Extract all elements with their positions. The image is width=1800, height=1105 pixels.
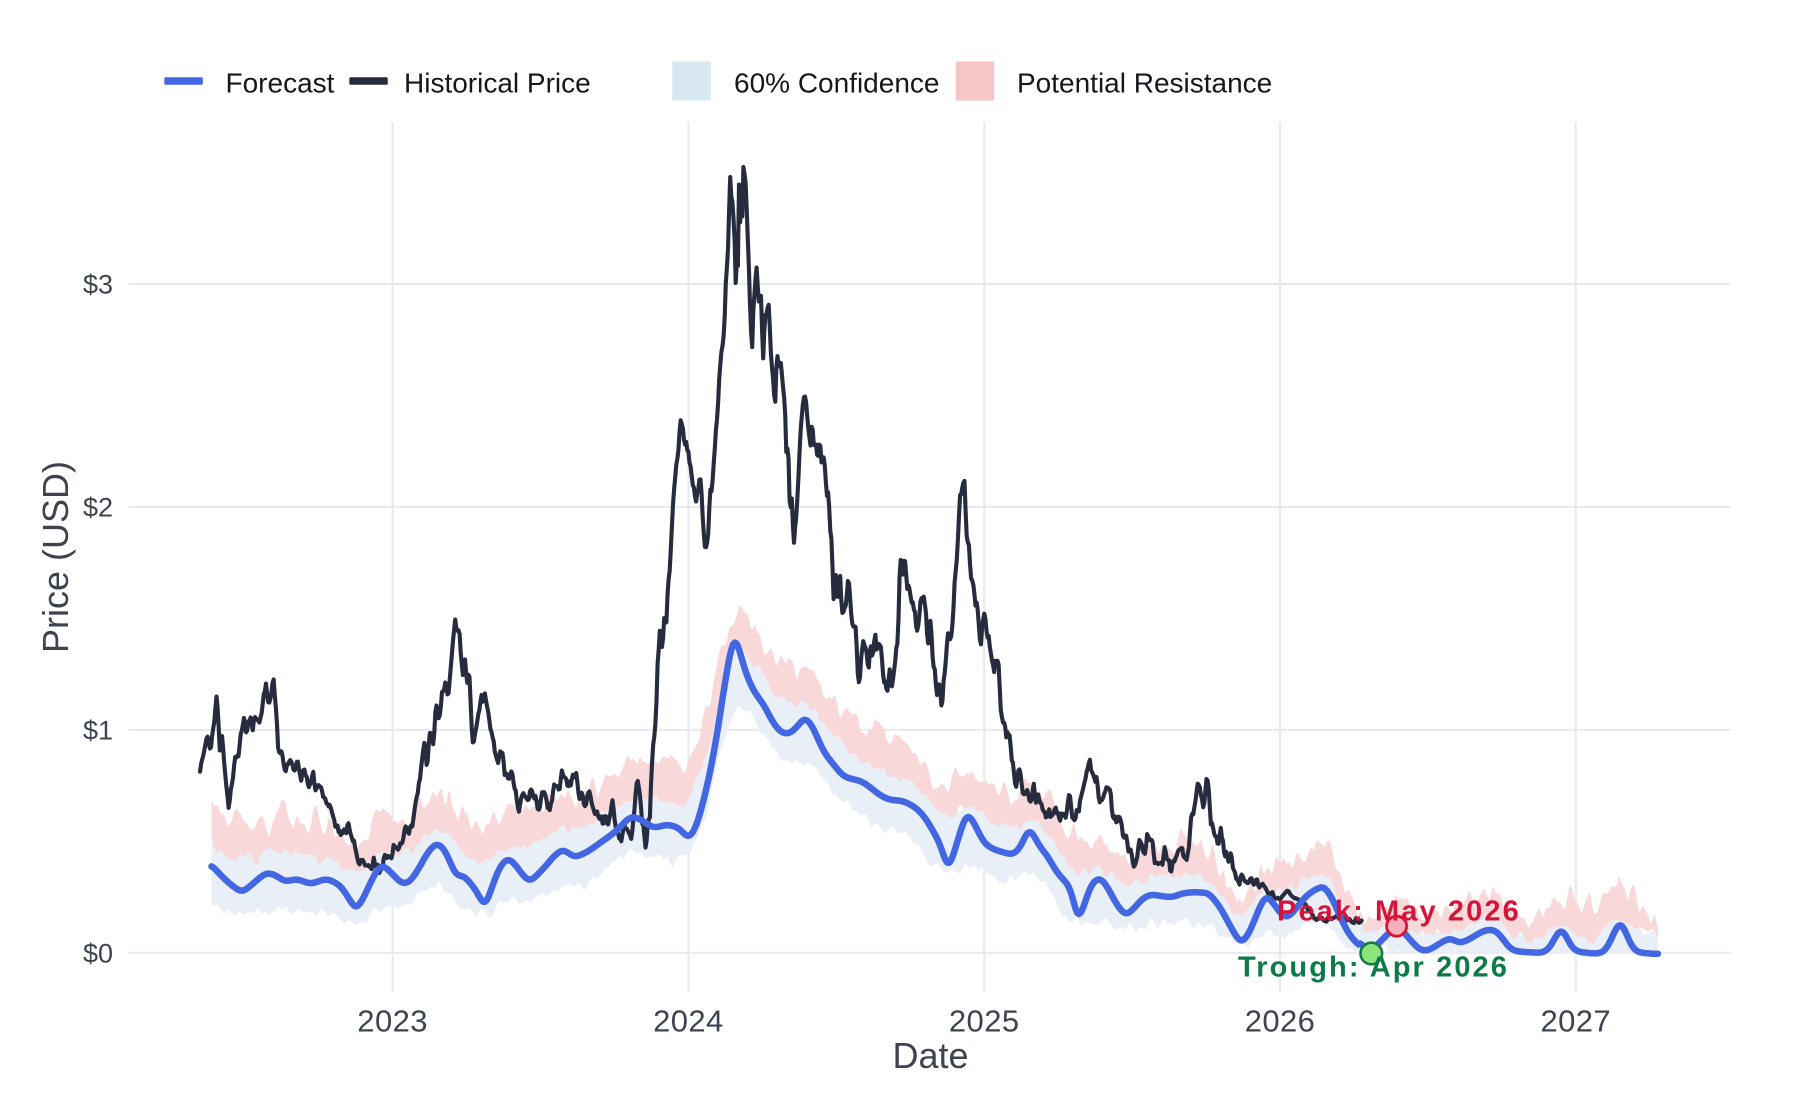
svg-text:Forecast: Forecast [226, 68, 335, 99]
svg-text:Price (USD): Price (USD) [35, 461, 76, 653]
svg-text:$2: $2 [83, 492, 113, 522]
svg-text:60% Confidence: 60% Confidence [734, 68, 939, 99]
svg-text:Date: Date [892, 1035, 968, 1076]
svg-text:2025: 2025 [949, 1004, 1020, 1039]
svg-text:2024: 2024 [653, 1004, 724, 1039]
svg-text:Historical Price: Historical Price [404, 68, 591, 99]
svg-text:2027: 2027 [1541, 1004, 1612, 1039]
svg-text:Trough: Apr 2026: Trough: Apr 2026 [1238, 952, 1509, 984]
svg-text:Peak: May 2026: Peak: May 2026 [1277, 896, 1521, 928]
svg-text:$0: $0 [83, 938, 113, 968]
svg-text:2023: 2023 [357, 1004, 428, 1039]
svg-text:$1: $1 [83, 715, 113, 745]
svg-text:2026: 2026 [1245, 1004, 1316, 1039]
svg-text:Potential Resistance: Potential Resistance [1017, 68, 1272, 99]
svg-text:$3: $3 [83, 270, 113, 300]
